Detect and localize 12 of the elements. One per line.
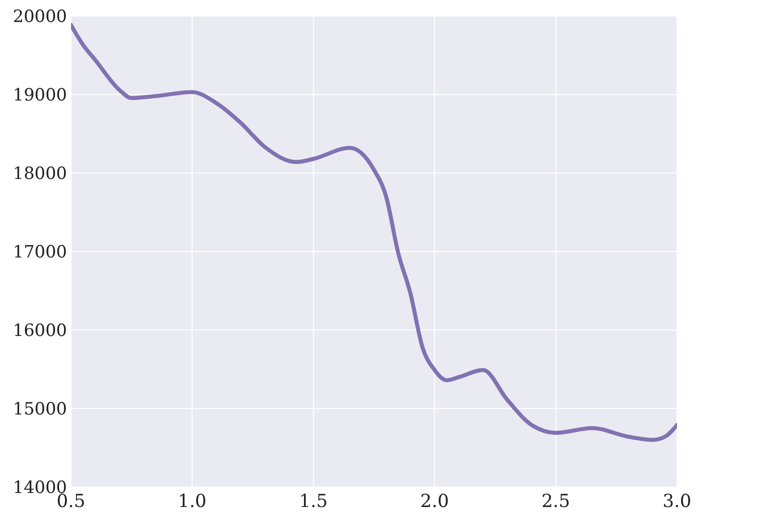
y-tick-label: 18000 (12, 164, 67, 184)
y-tick-label: 16000 (12, 321, 67, 341)
x-tick-label: 1.0 (178, 491, 207, 512)
x-tick-label: 2.0 (420, 491, 449, 512)
x-tick-label: 3.0 (662, 491, 692, 512)
y-tick-label: 17000 (12, 242, 67, 262)
y-tick-label: 20000 (12, 7, 67, 27)
line-series (71, 23, 677, 442)
y-tick-label: 19000 (12, 86, 67, 106)
y-tick-label: 15000 (12, 400, 67, 420)
x-tick-label: 1.5 (299, 491, 328, 512)
x-tick-label: 2.5 (541, 491, 570, 512)
